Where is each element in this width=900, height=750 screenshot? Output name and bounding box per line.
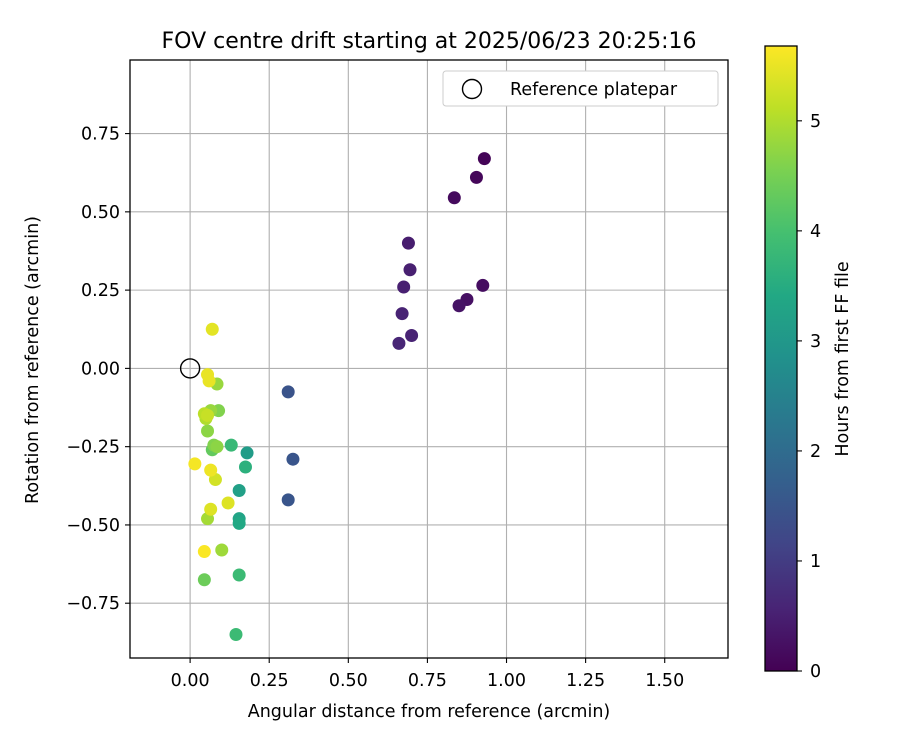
- data-point: [204, 463, 218, 477]
- data-point: [205, 322, 219, 336]
- y-axis-label: Rotation from reference (arcmin): [23, 216, 43, 504]
- y-tick-label: 0.50: [81, 203, 120, 223]
- data-point: [401, 236, 415, 250]
- legend-box: [442, 70, 719, 107]
- data-point: [221, 496, 235, 510]
- plot-background: [130, 60, 728, 658]
- legend: Reference platepar: [442, 70, 719, 107]
- x-tick-label: 0.75: [408, 671, 447, 691]
- x-tick-label: 0.50: [329, 671, 368, 691]
- data-point: [201, 368, 215, 382]
- legend-reference-marker: [461, 78, 483, 100]
- data-points: [188, 152, 491, 642]
- y-axis-ticks: −0.75 −0.50 −0.25 0.00 0.25 0.50 0.75: [66, 125, 130, 614]
- x-axis-ticks: 0.00 0.25 0.50 0.75 1.00 1.25 1.50: [171, 658, 684, 691]
- data-point: [403, 263, 417, 277]
- colorbar-label: Hours from first FF file: [833, 261, 853, 456]
- x-tick-label: 0.25: [250, 671, 289, 691]
- colorbar-ticks: 0 1 2 3 4 5: [797, 112, 821, 682]
- colorbar-tick-label: 5: [810, 112, 821, 132]
- colorbar-frame: [764, 45, 798, 672]
- data-point: [201, 408, 215, 422]
- colorbar-tick-label: 1: [810, 552, 821, 572]
- data-point: [210, 440, 224, 454]
- reference-marker: [179, 358, 201, 379]
- x-tick-label: 1.50: [645, 671, 684, 691]
- data-point: [215, 543, 229, 557]
- colorbar: 0 1 2 3 4 5 Hours from first FF file: [764, 45, 853, 682]
- data-point: [477, 152, 491, 166]
- data-point: [232, 516, 246, 530]
- reference-marker-layer: [179, 358, 201, 379]
- data-point: [204, 502, 218, 516]
- plot-area: [129, 59, 729, 659]
- colorbar-tick-label: 4: [810, 222, 821, 242]
- data-point: [232, 568, 246, 582]
- data-point: [452, 299, 466, 313]
- data-point: [240, 446, 254, 460]
- data-point: [397, 280, 411, 294]
- y-tick-label: 0.25: [81, 281, 120, 301]
- data-point: [476, 278, 490, 292]
- data-point: [188, 457, 202, 471]
- data-point: [197, 545, 211, 559]
- colorbar-gradient: [765, 46, 797, 671]
- colorbar-tick-label: 2: [810, 442, 821, 462]
- y-tick-label: 0.00: [81, 359, 120, 379]
- data-point: [286, 452, 300, 466]
- y-tick-label: −0.50: [66, 516, 120, 536]
- colorbar-tick-label: 3: [810, 332, 821, 352]
- data-point: [232, 483, 246, 497]
- x-tick-label: 1.25: [566, 671, 605, 691]
- data-point: [197, 573, 211, 587]
- data-point: [392, 336, 406, 350]
- data-point: [281, 385, 295, 399]
- data-point: [201, 424, 215, 438]
- plot-frame: [129, 59, 729, 659]
- colorbar-tick-label: 0: [810, 662, 821, 682]
- data-point: [281, 493, 295, 507]
- legend-entry-label: Reference platepar: [510, 80, 678, 100]
- data-point: [447, 191, 461, 205]
- y-tick-label: −0.75: [66, 594, 120, 614]
- x-tick-label: 0.00: [171, 671, 210, 691]
- data-point: [229, 628, 243, 642]
- x-tick-label: 1.00: [487, 671, 526, 691]
- y-tick-label: −0.25: [66, 438, 120, 458]
- data-point: [395, 307, 409, 321]
- data-point: [405, 329, 419, 343]
- chart-title: FOV centre drift starting at 2025/06/23 …: [162, 29, 697, 54]
- data-point: [238, 460, 252, 474]
- grid-lines: [130, 60, 728, 658]
- y-tick-label: 0.75: [81, 125, 120, 145]
- data-point: [469, 170, 483, 184]
- data-point: [224, 438, 238, 452]
- x-axis-label: Angular distance from reference (arcmin): [248, 702, 611, 722]
